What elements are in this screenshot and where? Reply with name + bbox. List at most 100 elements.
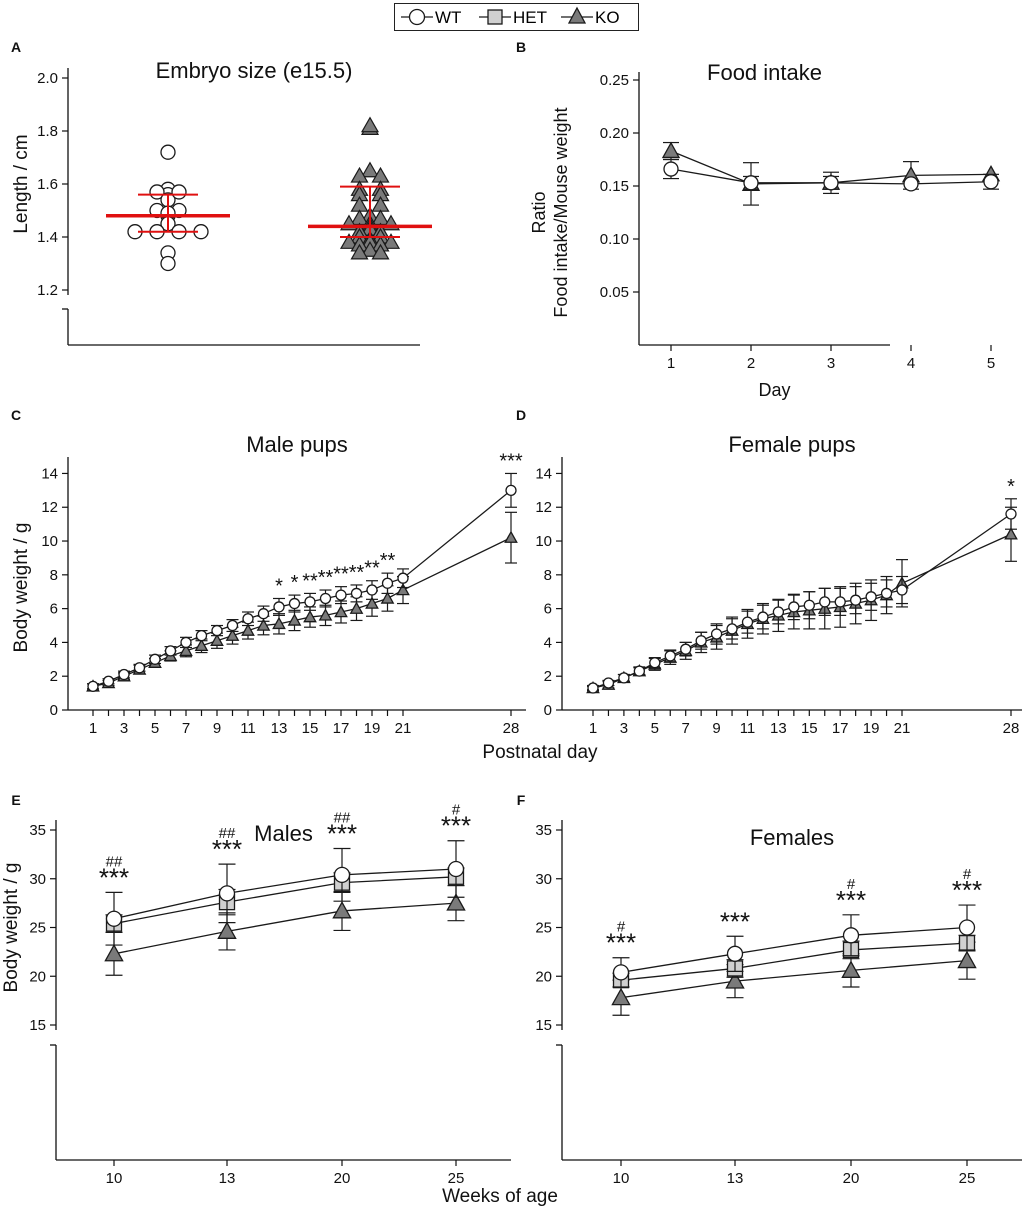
panel-c-point-wt — [226, 619, 239, 632]
panel-f-series-ko — [611, 941, 977, 1016]
panel-d-xtick-label: 3 — [620, 720, 628, 737]
panel-d-point-wt — [695, 635, 707, 647]
panel-e-point-ko — [332, 900, 352, 919]
panel-e-point-ko — [446, 893, 466, 911]
panel-d-ytick-label: 8 — [544, 567, 552, 584]
panel-f-xtick-label: 10 — [613, 1170, 630, 1187]
panel-e-xtick-label: 20 — [334, 1170, 351, 1187]
panel-d-point-wt — [680, 643, 692, 655]
panel-e-series-ko — [104, 884, 466, 976]
panel-a-ko-point — [371, 243, 390, 260]
panel-a-ko-point — [381, 233, 401, 249]
panel-c-point-wt — [366, 584, 378, 596]
panel-c-series-wt — [87, 472, 517, 692]
panel-c-xtick-label: 19 — [364, 720, 381, 737]
panel-b-point-ko — [661, 141, 681, 159]
panel-b-series-wt — [663, 158, 999, 192]
panel-c-point-wt — [87, 680, 99, 692]
panel-d-xtick-label: 7 — [682, 720, 690, 737]
panel-b-xtick-label: 2 — [747, 355, 755, 372]
panel-d-point-wt — [865, 591, 877, 603]
panel-c-ytick-label: 4 — [50, 634, 58, 651]
panel-e-xtick-label: 13 — [219, 1170, 236, 1187]
panel-d-point-wt — [850, 594, 862, 606]
panel-c-point-wt — [350, 587, 363, 600]
panel-c-sig-label: ** — [318, 567, 334, 589]
panel-c-ytick-label: 6 — [50, 601, 58, 618]
panel-f-point-wt — [726, 945, 744, 962]
panel-a-ytick-label: 1.2 — [37, 282, 58, 299]
panel-f-sig-stars: *** — [952, 875, 982, 905]
panel-c-xtick-label: 28 — [503, 720, 520, 737]
panel-e-sig-hash: ## — [106, 853, 123, 870]
panel-d-ytick-label: 14 — [535, 465, 552, 482]
panel-d-xtick-label: 21 — [894, 720, 911, 737]
panel-c-point-wt — [381, 577, 394, 589]
panel-f-point-ko — [841, 960, 861, 978]
legend-het-square-icon — [487, 9, 503, 25]
panel-c-ylabel: Body weight / g — [11, 523, 32, 653]
panel-e-sig-hash: ## — [334, 810, 351, 827]
panel-c-xtick-label: 17 — [333, 720, 350, 737]
legend-ko-label: KO — [595, 8, 620, 27]
panel-d-point-wt — [587, 682, 599, 694]
panel-d-title: Female pups — [728, 432, 855, 457]
panel-c-ytick-label: 2 — [50, 668, 58, 685]
panel-b-xtick-label: 1 — [667, 355, 675, 372]
panel-e-point-wt — [105, 910, 123, 927]
panel-c-ytick-label: 12 — [41, 499, 58, 516]
panel-f-line-ko — [620, 960, 968, 999]
panel-c-point-ko — [210, 633, 224, 646]
panel-b-xtick-label: 5 — [987, 355, 995, 372]
panel-a-ko-point — [360, 241, 380, 257]
panel-a-wt-point — [171, 184, 187, 200]
panel-f-xtick-label: 20 — [843, 1170, 860, 1187]
panel-c-point-ko — [303, 609, 317, 623]
panel-b-xtick-label: 4 — [907, 355, 915, 372]
panel-a-ytick-label: 1.6 — [37, 176, 58, 193]
panel-f-line-het — [620, 942, 968, 981]
panel-b-point-wt — [663, 161, 679, 177]
panel-d-point-wt — [834, 596, 846, 608]
panel-f-point-wt — [958, 919, 976, 936]
panel-c-ytick-label: 8 — [50, 567, 58, 584]
panel-c-xtick-label: 13 — [271, 720, 288, 737]
panel-b-ytick-label: 0.20 — [600, 125, 629, 142]
panel-c-sig-label: ** — [364, 558, 380, 580]
panel-c-point-wt — [133, 662, 146, 674]
panel-d-point-wt — [803, 599, 815, 611]
panel-d-xtick-label: 5 — [651, 720, 659, 737]
panel-d-xtick-label: 17 — [832, 720, 849, 737]
panel-f-point-wt — [612, 964, 630, 981]
legend-het: HET — [479, 8, 547, 27]
adults-xlabel: Weeks of age — [442, 1186, 558, 1207]
legend: WT HET KO — [394, 3, 639, 31]
panel-c-point-ko — [225, 628, 240, 641]
panel-d-point-wt — [819, 596, 831, 608]
panel-a-ylabel: Length / cm — [11, 134, 32, 233]
panel-f-sig-stars: *** — [720, 906, 750, 936]
panel-c-xtick-label: 7 — [182, 720, 190, 737]
panel-e-ytick-label: 30 — [29, 871, 46, 888]
panel-d-point-wt — [726, 623, 738, 635]
panel-b-xlabel: Day — [758, 380, 790, 400]
panel-e-ytick-label: 20 — [29, 968, 46, 985]
panel-c-sig-label: ** — [349, 562, 365, 584]
panel-c-sig-label: ** — [380, 550, 396, 572]
panel-f-ytick-label: 15 — [535, 1017, 552, 1034]
panel-c-point-wt — [180, 636, 192, 649]
panel-a-ko-point — [350, 243, 369, 260]
panel-c-xtick-label: 21 — [395, 720, 412, 737]
legend-wt-label: WT — [435, 8, 461, 27]
panel-f-ytick-label: 25 — [535, 920, 552, 937]
panel-d-ytick-label: 4 — [544, 634, 552, 651]
panel-f-ytick-label: 30 — [535, 871, 552, 888]
panel-d-point-wt — [664, 650, 676, 662]
panel-d-xtick-label: 13 — [770, 720, 787, 737]
panel-c-point-wt — [195, 630, 208, 642]
panel-d-point-wt — [649, 657, 661, 669]
panel-e-sig-stars: *** — [99, 862, 129, 892]
panel-c-point-ko — [380, 591, 395, 604]
panel-c-point-wt — [118, 668, 130, 681]
panel-a-ko-point — [339, 233, 359, 249]
